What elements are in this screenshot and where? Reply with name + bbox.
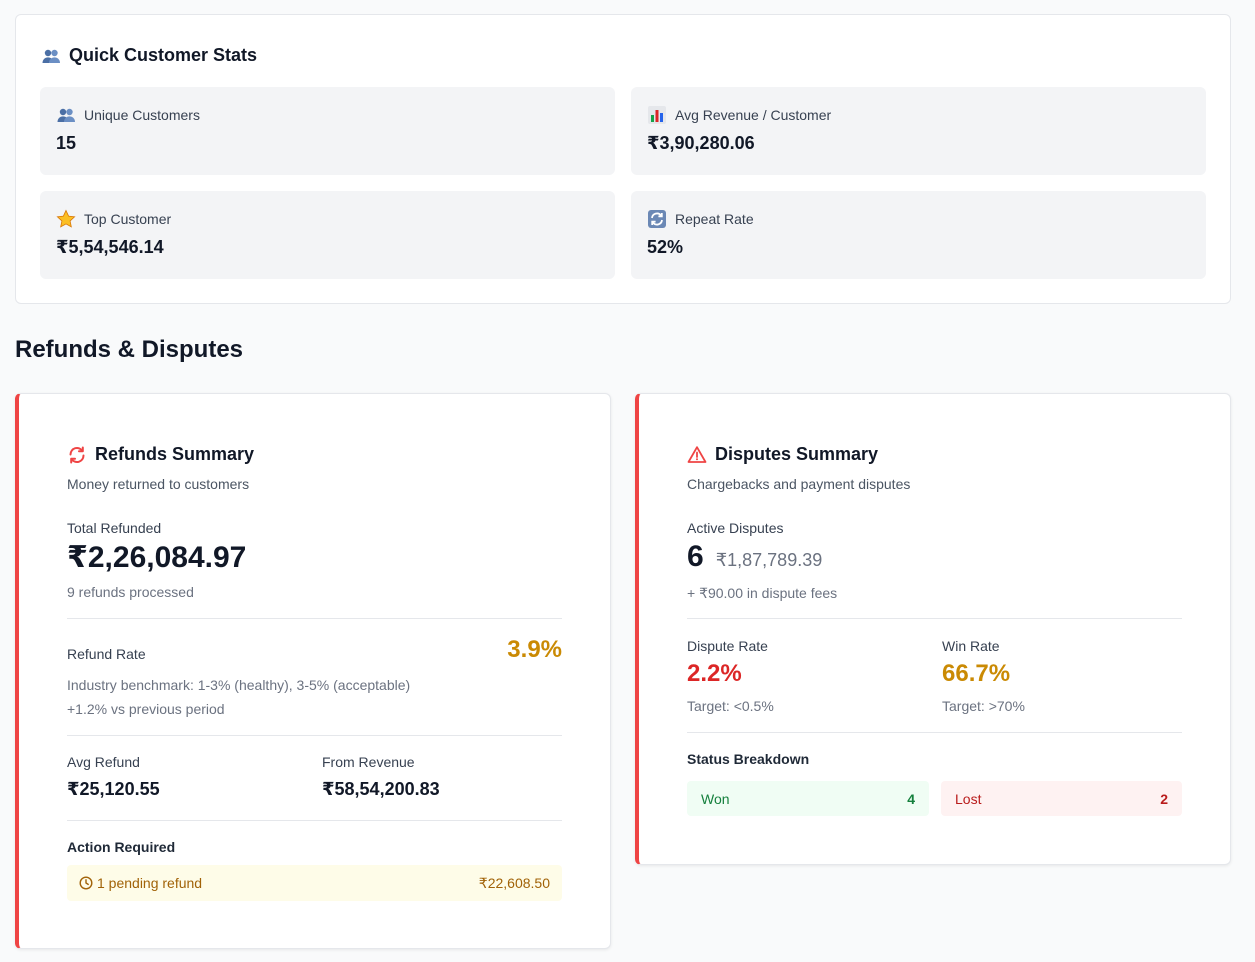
disputes-summary-title: Disputes Summary <box>687 444 878 465</box>
users-icon <box>42 49 60 63</box>
refunds-summary-title: Refunds Summary <box>67 444 254 465</box>
refunds-count: 9 refunds processed <box>67 584 194 600</box>
vs-previous-period: +1.2% vs previous period <box>67 701 225 717</box>
stat-tile-value: ₹3,90,280.06 <box>647 133 755 153</box>
total-refunded-label: Total Refunded <box>67 520 162 536</box>
stat-tile-unique-customers: Unique Customers 15 <box>40 87 615 175</box>
dispute-rate-value: 2.2% <box>687 660 742 687</box>
from-revenue-label: From Revenue <box>322 754 415 770</box>
stat-tile-value: ₹5,54,546.14 <box>56 237 164 257</box>
clock-icon <box>79 876 93 890</box>
status-lost-count: 2 <box>1160 790 1168 807</box>
stat-tile-label: Unique Customers <box>84 107 200 123</box>
win-rate-value: 66.7% <box>942 660 1011 687</box>
star-icon <box>56 209 76 228</box>
status-won-count: 4 <box>907 790 915 807</box>
status-breakdown-label: Status Breakdown <box>687 751 810 767</box>
stat-tile-value: 15 <box>56 133 77 153</box>
dispute-rate-target: Target: <0.5% <box>687 698 774 714</box>
users-icon <box>57 108 75 122</box>
stat-tile-value: 52% <box>647 237 684 257</box>
customer-stats-title-text: Quick Customer Stats <box>69 45 258 65</box>
section-title: Refunds & Disputes <box>15 336 244 363</box>
refunds-summary-title-text: Refunds Summary <box>95 444 255 464</box>
status-won[interactable]: Won 4 <box>687 781 929 816</box>
stat-tile-top-customer: Top Customer ₹5,54,546.14 <box>40 191 615 279</box>
avg-refund-value: ₹25,120.55 <box>67 779 160 799</box>
stat-tile-label: Repeat Rate <box>675 211 754 227</box>
disputes-summary-card: Disputes Summary Chargebacks and payment… <box>635 393 1231 865</box>
status-lost-label: Lost <box>955 790 982 807</box>
divider <box>67 618 562 619</box>
status-won-label: Won <box>701 790 730 807</box>
stat-tile-label: Avg Revenue / Customer <box>675 107 832 123</box>
refunds-summary-card: Refunds Summary Money returned to custom… <box>15 393 611 949</box>
warning-triangle-icon <box>687 445 707 463</box>
pending-refund-alert[interactable]: 1 pending refund ₹22,608.50 <box>67 865 562 901</box>
refund-rate-value: 3.9% <box>507 636 562 663</box>
active-disputes-amount: ₹1,87,789.39 <box>715 550 823 570</box>
stat-tile-repeat-rate: Repeat Rate 52% <box>631 191 1206 279</box>
industry-benchmark: Industry benchmark: 1-3% (healthy), 3-5%… <box>67 677 411 693</box>
divider <box>687 618 1182 619</box>
divider <box>67 735 562 736</box>
avg-refund-label: Avg Refund <box>67 754 140 770</box>
refund-arrows-icon <box>69 446 85 463</box>
refund-rate-label: Refund Rate <box>67 646 146 662</box>
active-disputes-label: Active Disputes <box>687 520 784 536</box>
from-revenue-value: ₹58,54,200.83 <box>322 779 440 799</box>
total-refunded-value: ₹2,26,084.97 <box>67 541 247 574</box>
refresh-icon <box>648 210 666 228</box>
status-lost[interactable]: Lost 2 <box>941 781 1182 816</box>
action-required-label: Action Required <box>67 839 176 855</box>
divider <box>687 732 1182 733</box>
stat-tile-label: Top Customer <box>84 211 172 227</box>
win-rate-target: Target: >70% <box>942 698 1025 714</box>
dispute-rate-label: Dispute Rate <box>687 638 768 654</box>
disputes-summary-subtitle: Chargebacks and payment disputes <box>687 476 911 492</box>
customer-stats-card: Quick Customer Stats Unique Customers 15… <box>15 14 1231 304</box>
bar-chart-icon <box>648 106 666 124</box>
customer-stats-title: Quick Customer Stats <box>41 45 257 66</box>
win-rate-label: Win Rate <box>942 638 1000 654</box>
pending-refund-text: 1 pending refund <box>97 875 203 891</box>
disputes-summary-title-text: Disputes Summary <box>715 444 879 464</box>
dispute-fees: + ₹90.00 in dispute fees <box>687 585 838 601</box>
pending-refund-amount: ₹22,608.50 <box>478 874 550 891</box>
active-disputes-count: 6 <box>687 540 704 573</box>
divider <box>67 820 562 821</box>
stat-tile-avg-revenue: Avg Revenue / Customer ₹3,90,280.06 <box>631 87 1206 175</box>
active-disputes-row: 6 ₹1,87,789.39 <box>687 540 822 574</box>
refunds-summary-subtitle: Money returned to customers <box>67 476 250 492</box>
